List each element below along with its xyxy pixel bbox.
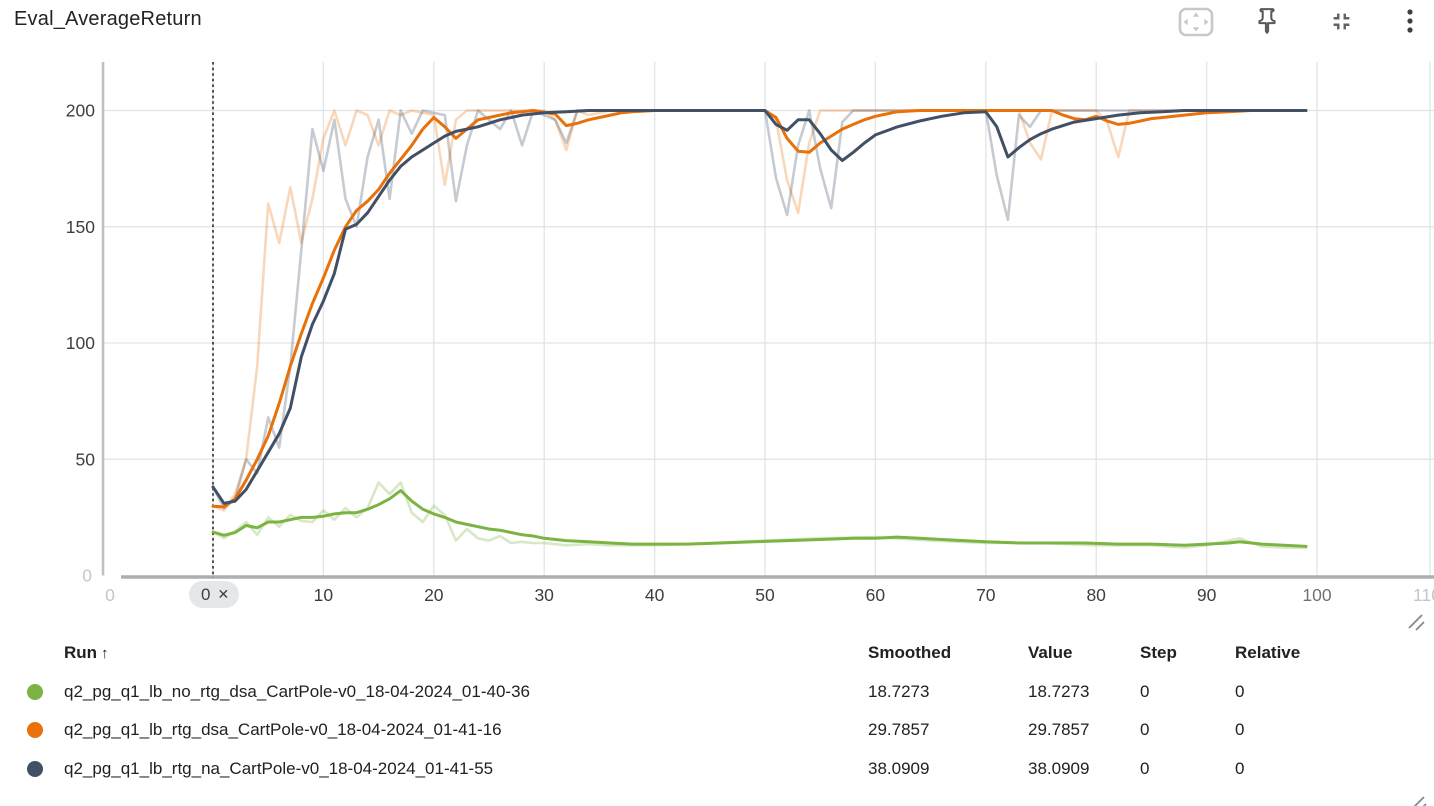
series-line-raw	[211, 109, 1308, 512]
pin-icon	[1254, 8, 1280, 38]
run-name[interactable]: q2_pg_q1_lb_rtg_dsa_CartPole-v0_18-04-20…	[64, 720, 502, 739]
series-line-smoothed	[211, 109, 1308, 505]
legend-header-value[interactable]: Value	[1028, 643, 1073, 662]
run-value: 38.0909	[1028, 759, 1090, 778]
run-value: 29.7857	[1028, 720, 1090, 739]
card-title: Eval_AverageReturn	[14, 8, 202, 30]
x-axis-max-label: 110	[1413, 585, 1434, 605]
run-color-dot	[27, 722, 43, 738]
run-name[interactable]: q2_pg_q1_lb_rtg_na_CartPole-v0_18-04-202…	[64, 759, 494, 778]
run-color-dot	[27, 684, 43, 700]
step-chip[interactable]: 0 ✕	[189, 581, 240, 608]
run-step: 0	[1140, 759, 1150, 778]
x-tick-label: 100	[1302, 585, 1331, 605]
run-value: 18.7273	[1028, 682, 1090, 701]
more-options-icon	[1400, 9, 1420, 39]
y-tick-label: 50	[76, 449, 96, 469]
legend-header-run[interactable]: Run ↑	[64, 643, 109, 662]
legend-header-row: Run ↑ Smoothed Value Step Relative	[0, 636, 1434, 670]
chart-resize-handle[interactable]	[1402, 608, 1430, 636]
legend-row[interactable]: q2_pg_q1_lb_rtg_dsa_CartPole-v0_18-04-20…	[0, 711, 1434, 749]
run-smoothed-value: 18.7273	[868, 682, 930, 701]
x-tick-label: 30	[534, 585, 554, 605]
collapse-card-icon	[1328, 13, 1355, 38]
run-name[interactable]: q2_pg_q1_lb_no_rtg_dsa_CartPole-v0_18-04…	[64, 682, 530, 701]
x-axis-min-label: 0	[105, 585, 115, 605]
run-relative: 0	[1235, 682, 1245, 701]
legend-header-smoothed[interactable]: Smoothed	[868, 643, 952, 662]
legend-header-relative[interactable]: Relative	[1235, 643, 1301, 662]
card-resize-handle[interactable]	[1404, 790, 1432, 806]
y-tick-label: 200	[66, 101, 95, 121]
y-tick-label: 150	[66, 217, 95, 237]
x-tick-label: 40	[645, 585, 665, 605]
step-chip-label: 0	[201, 585, 211, 604]
x-tick-label: 50	[755, 585, 775, 605]
series-line-raw	[211, 109, 1308, 510]
run-color-dot	[27, 761, 43, 777]
more-options-button[interactable]	[1400, 6, 1420, 36]
run-smoothed-value: 29.7857	[868, 720, 930, 739]
x-tick-label: 70	[976, 585, 996, 605]
run-relative: 0	[1235, 720, 1245, 739]
y-axis-min-label: 0	[82, 566, 92, 586]
x-tick-label: 20	[424, 585, 444, 605]
run-relative: 0	[1235, 759, 1245, 778]
pin-card-button[interactable]	[1254, 7, 1280, 35]
series-line-raw	[211, 481, 1308, 549]
run-step: 0	[1140, 682, 1150, 701]
fit-to-domain-icon	[1176, 7, 1216, 41]
chip-close-icon[interactable]: ✕	[217, 586, 230, 602]
run-step: 0	[1140, 720, 1150, 739]
fit-to-domain-button[interactable]	[1176, 6, 1216, 38]
sort-arrow-icon: ↑	[101, 645, 109, 662]
x-tick-label: 60	[866, 585, 886, 605]
collapse-card-button[interactable]	[1328, 8, 1355, 35]
y-tick-label: 100	[66, 333, 95, 353]
series-line-smoothed	[211, 109, 1308, 509]
x-tick-label: 80	[1086, 585, 1106, 605]
x-tick-label: 10	[314, 585, 334, 605]
run-smoothed-value: 38.0909	[868, 759, 930, 778]
series-line-smoothed	[211, 489, 1308, 548]
x-tick-label: 90	[1197, 585, 1217, 605]
legend-header-step[interactable]: Step	[1140, 643, 1177, 662]
legend-row[interactable]: q2_pg_q1_lb_rtg_na_CartPole-v0_18-04-202…	[0, 750, 1434, 788]
legend-row[interactable]: q2_pg_q1_lb_no_rtg_dsa_CartPole-v0_18-04…	[0, 673, 1434, 711]
scalar-chart[interactable]: 50 100 150 200 0 10 20 30 40 50 60 70 80 90 100 0 110	[0, 0, 1434, 634]
